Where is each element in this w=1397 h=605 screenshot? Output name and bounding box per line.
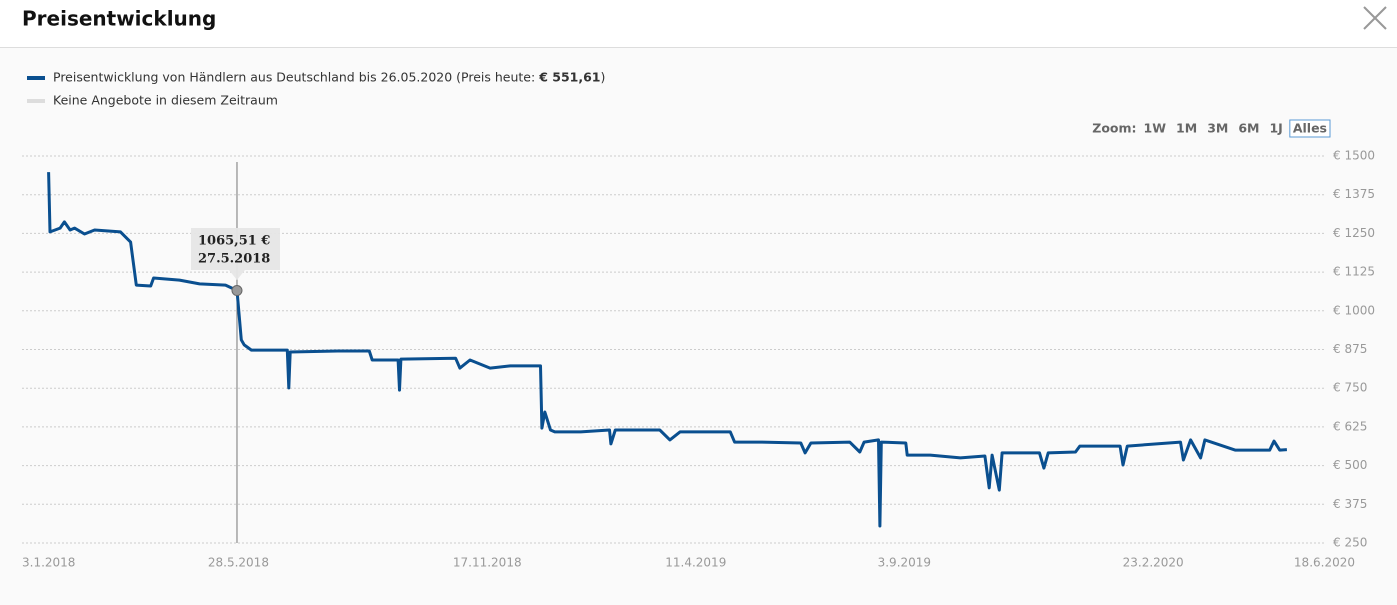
legend-price: € 551,61 xyxy=(538,70,600,85)
y-tick-label: € 1125 xyxy=(1333,265,1375,279)
dialog-header xyxy=(0,0,1397,47)
y-tick-label: € 625 xyxy=(1333,419,1367,433)
y-tick-label: € 1000 xyxy=(1333,303,1375,317)
x-tick-label: 3.9.2019 xyxy=(878,556,931,570)
zoom-button[interactable]: 1M xyxy=(1176,121,1197,136)
legend-swatch xyxy=(27,99,45,103)
zoom-selected xyxy=(1289,119,1331,138)
zoom-button[interactable]: Alles xyxy=(1293,121,1327,136)
x-tick-label: 3.1.2018 xyxy=(22,556,75,570)
zoom-button[interactable]: 3M xyxy=(1207,121,1228,136)
zoom-button[interactable]: 1W xyxy=(1144,121,1167,136)
tooltip-marker xyxy=(231,285,243,297)
y-tick-label: € 1375 xyxy=(1333,187,1375,201)
y-tick-label: € 500 xyxy=(1333,458,1367,472)
x-tick-label: 17.11.2018 xyxy=(453,556,522,570)
y-tick-label: € 875 xyxy=(1333,342,1367,356)
x-tick-label: 28.5.2018 xyxy=(208,556,269,570)
y-tick-label: € 375 xyxy=(1333,497,1367,511)
y-tick-label: € 1500 xyxy=(1333,149,1375,163)
zoom-button[interactable]: 1J xyxy=(1269,121,1282,136)
price-line xyxy=(47,172,1288,528)
dialog-title: Preisentwicklung xyxy=(22,7,216,31)
legend-label: Preisentwicklung von Händlern aus Deutsc… xyxy=(53,70,535,85)
x-tick-label: 18.6.2020 xyxy=(1294,556,1355,570)
y-tick-label: € 1250 xyxy=(1333,226,1375,240)
legend-label: Keine Angebote in diesem Zeitraum xyxy=(53,93,278,108)
chart: Preisentwicklung von Händlern aus Deutsc… xyxy=(22,70,1375,570)
x-tick-label: 11.4.2019 xyxy=(665,556,726,570)
tooltip-box xyxy=(190,228,280,280)
tooltip-date: 27.5.2018 xyxy=(198,252,270,267)
close-button[interactable] xyxy=(1363,6,1387,30)
zoom-label: Zoom: xyxy=(1092,121,1136,136)
legend-swatch xyxy=(27,76,45,80)
y-tick-label: € 250 xyxy=(1333,536,1367,550)
zoom-button[interactable]: 6M xyxy=(1238,121,1259,136)
y-tick-label: € 750 xyxy=(1333,381,1367,395)
tooltip-value: 1065,51 € xyxy=(198,234,270,249)
x-tick-label: 23.2.2020 xyxy=(1123,556,1184,570)
legend-suffix: ) xyxy=(601,70,606,85)
